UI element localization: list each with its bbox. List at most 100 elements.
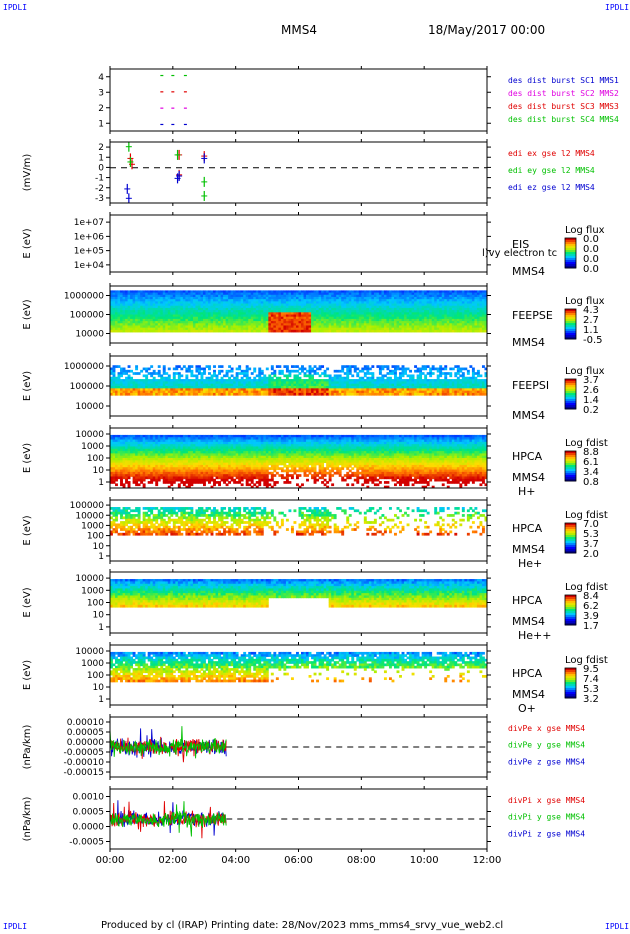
spectrogram-cell [471,292,475,296]
spectrogram-cell [155,386,159,389]
spectrogram-cell [424,383,428,387]
spectrogram-cell [285,301,289,304]
spectrogram-cell [162,299,166,302]
spectrogram-cell [476,379,480,382]
spectrogram-cell [363,365,367,368]
spectrogram-cell [200,323,204,326]
spectrogram-cell [132,481,136,484]
spectrogram-cell [285,381,289,385]
spectrogram-cell [368,323,372,326]
spectrogram-cell [474,376,478,380]
spectrogram-cell [147,441,151,445]
spectrogram-cell [202,327,206,331]
spectrogram-cell [469,321,473,324]
spectrogram-cell [409,388,412,392]
spectrogram-cell [479,388,483,392]
spectrogram-cell [165,327,169,331]
spectrogram-cell [142,460,146,464]
spectrogram-cell [298,310,302,313]
spectrogram-cell [278,325,282,329]
spectrogram-cell [190,381,194,385]
spectrogram-cell [152,444,156,447]
spectrogram-cell [321,314,325,318]
spectrogram-cell [424,392,428,396]
spectrogram-cell [373,301,377,304]
spectrogram-cell [451,327,455,331]
spectrogram-cell [210,312,214,315]
spectrogram-cell [381,299,385,302]
spectrogram-cell [202,307,206,311]
spectrogram-cell [333,292,337,296]
spectrogram-cell [180,292,184,296]
spectrogram-cell [283,365,287,368]
spectrogram-cell [396,296,400,300]
spectrogram-cell [263,310,267,313]
spectrogram-cell [399,301,402,304]
spectrogram-cell [321,379,325,382]
spectrogram-cell [451,323,455,326]
spectrogram-cell [255,305,259,309]
spectrogram-cell [416,376,420,380]
spectrogram-cell [469,294,473,298]
spectrogram-cell [351,327,355,331]
spectrogram-cell [162,312,166,315]
spectrogram-cell [132,307,136,311]
spectrogram-cell [431,290,435,293]
spectrogram-cell [250,372,254,375]
spectrogram-cell [208,392,211,396]
spectrogram-cell [461,381,465,385]
spectrogram-cell [132,478,136,482]
spectrogram-cell [187,318,191,322]
colorbar-tick-label: 0.0 [583,254,599,265]
spectrogram-cell [182,390,186,394]
spectrogram-cell [140,460,144,464]
spectrogram-cell [409,390,412,394]
spectrogram-cell [444,307,448,311]
spectrogram-cell [316,321,320,324]
spectrogram-cell [431,372,435,375]
spectrogram-cell [253,305,257,309]
spectrogram-cell [388,303,392,307]
spectrogram-cell [268,305,272,309]
spectrogram-cell [343,327,347,331]
spectrogram-cell [192,314,196,318]
spectrogram-cell [147,455,151,459]
spectrogram-cell [346,383,350,387]
spectrogram-cell [429,290,433,293]
spectrogram-cell [112,467,116,470]
spectrogram-cell [348,292,352,296]
spectrogram-cell [484,294,488,298]
spectrogram-cell [288,325,292,329]
spectrogram-cell [187,390,191,394]
spectrogram-cell [394,381,397,385]
spectrogram-cell [343,301,347,304]
spectrogram-cell [225,374,229,378]
spectrogram-cell [306,301,309,304]
spectrogram-cell [255,299,259,302]
spectrogram-cell [323,316,327,320]
spectrogram-cell [348,390,352,394]
spectrogram-cell [451,390,455,394]
spectrogram-cell [301,383,304,387]
colorbar-cell [565,319,576,322]
corner-label-bottom-left: IPDLI [3,922,28,931]
colorbar-cell [565,323,576,326]
spectrogram-cell [454,292,458,296]
spectrogram-cell [250,299,254,302]
spectrogram-cell [220,318,224,322]
spectrogram-cell [341,321,345,324]
spectrogram-cell [210,316,214,320]
spectrogram-cell [150,301,154,304]
spectrogram-cell [140,437,144,440]
spectrogram-cell [301,305,304,309]
spectrogram-cell [265,318,269,322]
spectrogram-cell [326,383,330,387]
spectrogram-cell [336,290,340,293]
spectrogram-cell [137,469,141,473]
spectrogram-cell [250,305,254,309]
spectrogram-cell [147,314,151,318]
spectrogram-cell [243,292,247,296]
spectrogram-cell [110,444,113,447]
spectrogram-cell [343,372,347,375]
spectrogram-cell [313,383,317,387]
